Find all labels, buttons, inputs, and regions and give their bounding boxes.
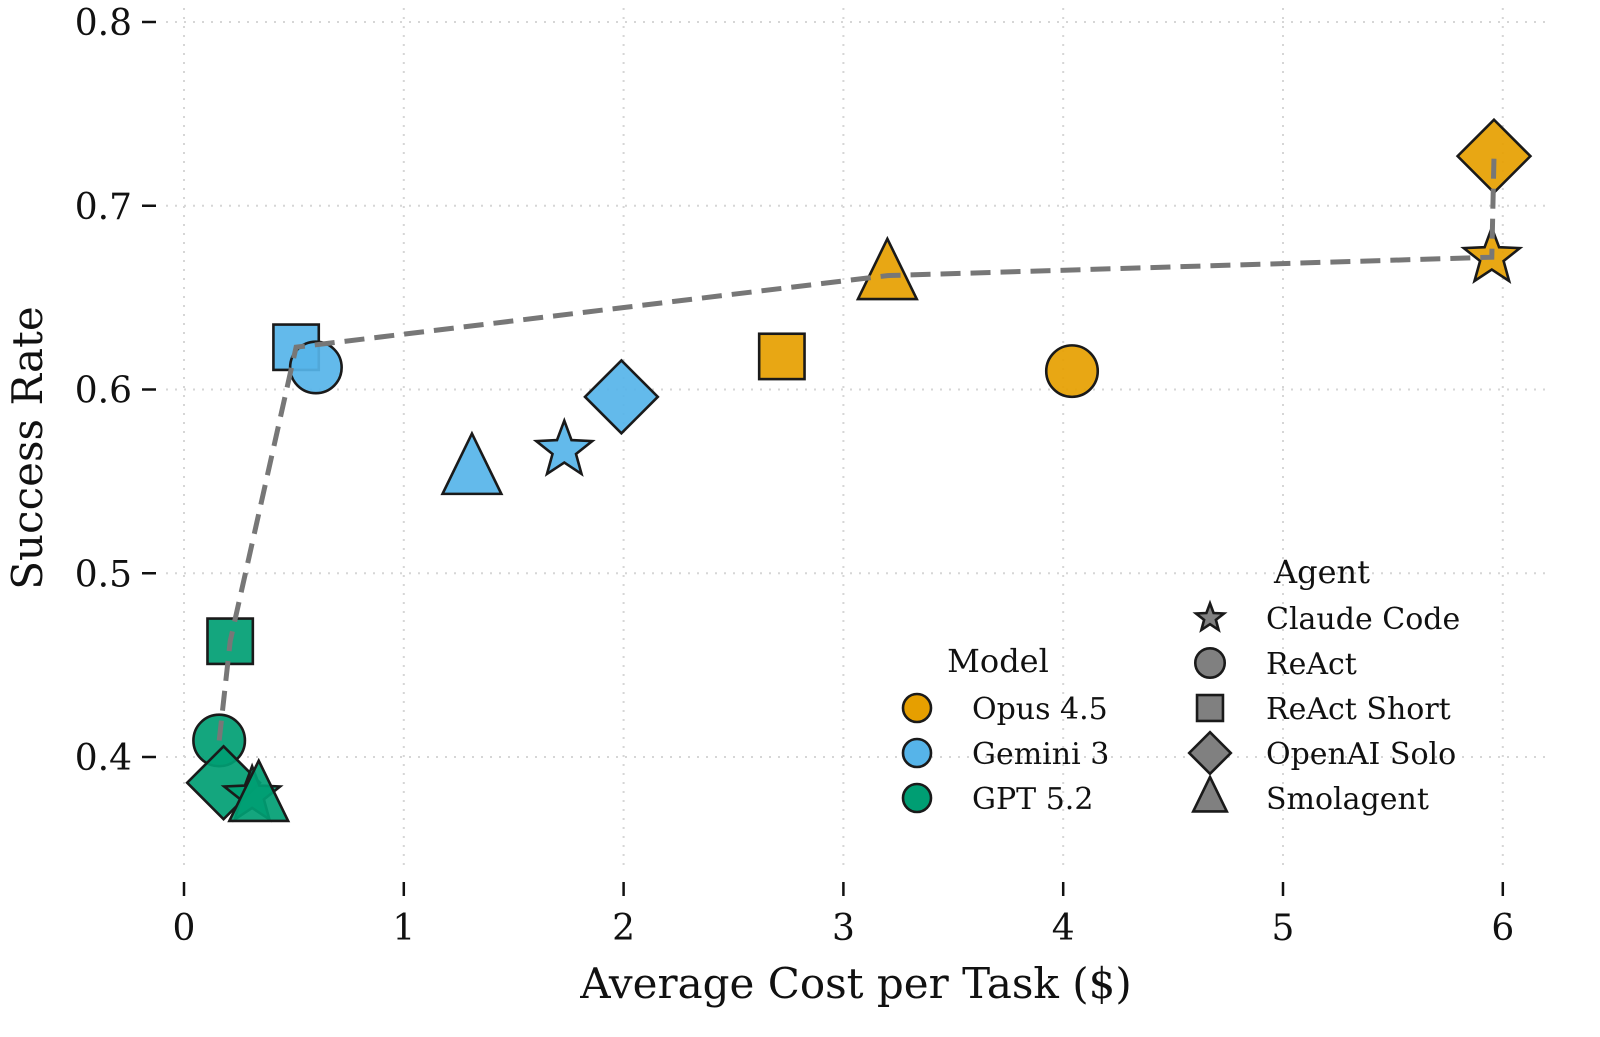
point-gemini-3-claude-code [532,416,596,477]
y-axis-title: Success Rate [3,306,52,590]
y-tick-label: 0.6 [75,371,132,412]
y-axis: 0.4 0.5 0.6 0.7 0.8 [75,3,156,779]
legend-agent-title: Agent [1273,553,1370,591]
pareto-frontier-line [216,156,1497,741]
legend-label: Gemini 3 [972,737,1109,772]
legend-label: GPT 5.2 [972,782,1093,817]
legend-circle-icon [1193,646,1227,680]
point-gemini-3-smolagent [440,430,504,496]
legend-model-title: Model [947,642,1049,680]
legend-item-agent: ReAct Short [1195,692,1451,727]
legend-label: ReAct Short [1266,692,1451,727]
legend-item-agent: Claude Code [1192,599,1460,637]
x-tick-label: 6 [1491,908,1514,949]
legend-agent: Agent Claude Code ReAct ReAct Short OpenAI S… [1187,553,1460,817]
legend-label: Claude Code [1266,602,1460,637]
legend-item-agent: OpenAI Solo [1187,730,1456,776]
x-tick-label: 4 [1052,908,1075,949]
point-gemini-3-react [288,340,343,395]
legend-label: Smolagent [1266,782,1429,817]
x-axis: 0 1 2 3 4 5 6 [173,882,1514,949]
data-points [185,117,1533,823]
x-axis-title: Average Cost per Task ($) [579,959,1131,1008]
point-opus-4-5-react-short [757,332,806,381]
x-tick-label: 1 [392,908,415,949]
x-tick-label: 3 [832,908,855,949]
grid-lines [166,8,1550,868]
legend-triangle-icon [1191,774,1229,813]
pareto-frontier [216,156,1497,741]
legend-circle-icon [901,692,933,724]
point-gemini-3-openai-solo [583,358,660,436]
legend-star-icon [1192,599,1228,633]
legend-label: Opus 4.5 [972,692,1108,727]
point-opus-4-5-smolagent [855,235,919,301]
point-opus-4-5-react [1044,344,1100,399]
legend-item-model: Opus 4.5 [901,692,1108,727]
y-tick-label: 0.8 [75,3,132,44]
legend-label: OpenAI Solo [1266,737,1456,772]
y-tick-label: 0.4 [75,738,132,779]
legend-circle-icon [901,782,933,814]
x-tick-label: 5 [1272,908,1295,949]
legend-label: ReAct [1266,647,1357,682]
legend-diamond-icon [1187,730,1233,776]
y-tick-label: 0.7 [75,187,132,228]
legend-item-model: Gemini 3 [901,737,1109,772]
legend-circle-icon [901,737,933,769]
x-tick-label: 2 [612,908,635,949]
legend-item-model: GPT 5.2 [901,782,1093,817]
legend-model: Model Opus 4.5 Gemini 3 GPT 5.2 [901,642,1109,817]
point-opus-4-5-openai-solo [1455,117,1533,195]
point-gpt-5-2-smolagent [227,757,291,823]
legend-item-agent: ReAct [1193,646,1357,682]
legend-square-icon [1195,693,1225,723]
y-tick-label: 0.5 [75,554,132,595]
x-tick-label: 0 [173,908,196,949]
legend-item-agent: Smolagent [1191,774,1429,817]
